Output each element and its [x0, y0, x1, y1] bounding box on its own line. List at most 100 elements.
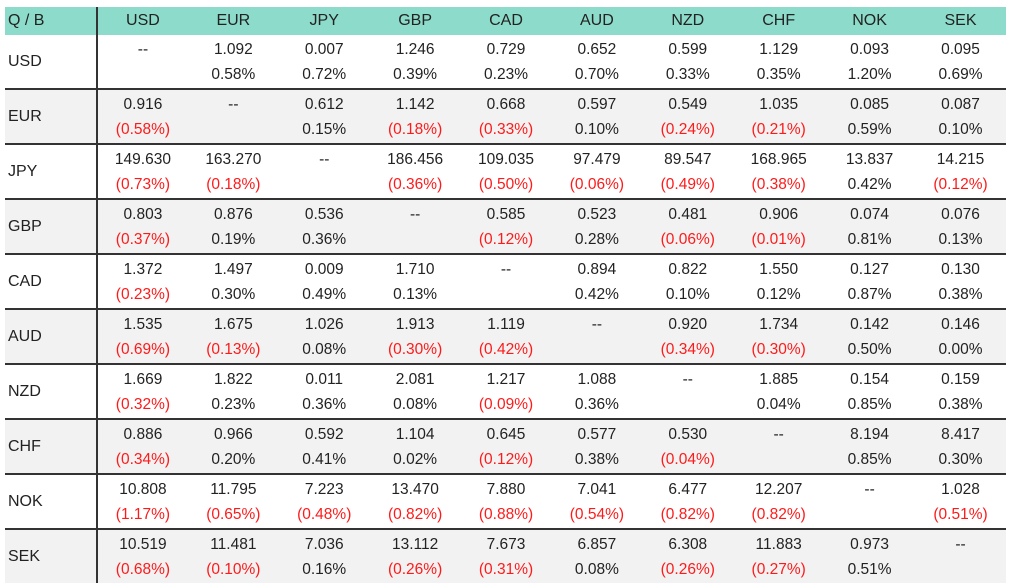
rate-value: --	[591, 316, 603, 333]
change-value: (0.54%)	[569, 506, 625, 523]
rate-cell: 0.523 0.28%	[551, 199, 643, 255]
rate-cell: 1.550 0.12%	[733, 254, 825, 310]
change-value: 0.42%	[847, 176, 892, 193]
table-row: EUR 0.916 (0.58%) -- 0.612 0.15% 1.142 (0.18%) 0…	[5, 89, 1006, 145]
rate-value: 0.585	[486, 206, 526, 223]
rate-cell: --	[915, 529, 1006, 583]
change-value: (0.36%)	[387, 176, 443, 193]
change-value: (0.21%)	[751, 121, 806, 138]
rate-value: 7.036	[304, 536, 344, 553]
change-value: 0.23%	[484, 66, 528, 83]
change-value: (0.23%)	[115, 286, 171, 303]
change-value: 0.85%	[847, 451, 892, 468]
rate-cell: 0.585 (0.12%)	[460, 199, 552, 255]
column-header-eur: EUR	[187, 7, 279, 35]
rate-cell: 0.130 0.38%	[915, 254, 1006, 310]
rate-cell: --	[551, 309, 643, 365]
rate-cell: 6.857 0.08%	[551, 529, 643, 583]
rate-value: 0.645	[486, 426, 526, 443]
column-header-nok: NOK	[824, 7, 916, 35]
rate-value: --	[228, 96, 239, 113]
rate-value: --	[137, 41, 149, 58]
row-header: CHF	[5, 419, 98, 475]
rate-cell: 1.913 (0.30%)	[369, 309, 461, 365]
rate-value: 0.549	[668, 96, 708, 113]
rate-value: 10.519	[119, 536, 167, 553]
change-value	[370, 229, 461, 251]
change-value: 0.08%	[302, 341, 347, 358]
rate-cell: --	[369, 199, 461, 255]
rate-value: 0.592	[304, 426, 344, 443]
rate-value: 0.536	[304, 206, 344, 223]
change-value: 0.13%	[938, 231, 983, 248]
rate-cell: 1.734 (0.30%)	[733, 309, 825, 365]
rate-cell: --	[733, 419, 825, 475]
rate-cell: 1.142 (0.18%)	[369, 89, 461, 145]
rate-cell: 1.088 0.36%	[551, 364, 643, 420]
row-header: NOK	[5, 474, 98, 530]
rate-value: 0.093	[850, 41, 889, 58]
change-value: 0.36%	[302, 396, 347, 413]
rate-cell: 0.876 0.19%	[187, 199, 279, 255]
rate-cell: --	[460, 254, 552, 310]
column-header-jpy: JPY	[278, 7, 370, 35]
change-value: 0.10%	[938, 121, 983, 138]
rate-value: 1.822	[213, 371, 253, 388]
rate-value: 1.710	[395, 261, 435, 278]
rate-value: --	[682, 371, 693, 388]
change-value	[733, 449, 824, 471]
rate-value: 1.535	[123, 316, 163, 333]
rate-cell: 14.215 (0.12%)	[915, 144, 1006, 200]
row-header: JPY	[5, 144, 98, 200]
change-value: (1.17%)	[115, 506, 171, 523]
column-header-usd: USD	[97, 7, 188, 35]
change-value	[824, 504, 915, 526]
rate-value: 0.481	[668, 206, 708, 223]
rate-cell: 7.673 (0.31%)	[460, 529, 552, 583]
rate-cell: 7.036 0.16%	[278, 529, 370, 583]
change-value: (0.82%)	[660, 506, 715, 523]
rate-cell: 1.669 (0.32%)	[97, 364, 188, 420]
rate-value: 1.246	[395, 41, 435, 58]
change-value	[461, 284, 552, 306]
rate-value: 0.087	[941, 96, 980, 113]
rate-cell: 10.519 (0.68%)	[97, 529, 188, 583]
change-value: 0.20%	[211, 451, 256, 468]
change-value: (0.09%)	[478, 396, 534, 413]
rate-cell: 8.194 0.85%	[824, 419, 916, 475]
change-value	[279, 174, 370, 196]
rate-cell: 0.577 0.38%	[551, 419, 643, 475]
rate-value: 1.092	[213, 41, 253, 58]
change-value: (0.12%)	[933, 176, 988, 193]
change-value: 0.51%	[847, 561, 892, 578]
rate-value: 1.026	[304, 316, 344, 333]
change-value	[98, 64, 188, 86]
table-row: NZD 1.669 (0.32%) 1.822 0.23% 0.011 0.36% 2.081…	[5, 364, 1006, 420]
rate-value: 0.803	[123, 206, 163, 223]
rate-value: 8.417	[941, 426, 980, 443]
column-header-cad: CAD	[460, 7, 552, 35]
rate-cell: 0.011 0.36%	[278, 364, 370, 420]
change-value: (0.65%)	[206, 506, 261, 523]
change-value: (0.42%)	[478, 341, 534, 358]
rate-cell: 109.035 (0.50%)	[460, 144, 552, 200]
change-value: 0.72%	[302, 66, 347, 83]
change-value: 0.49%	[302, 286, 347, 303]
rate-cell: 97.479 (0.06%)	[551, 144, 643, 200]
change-value: (0.27%)	[751, 561, 806, 578]
header-row: Q / B USD EUR JPY GBP CAD AUD NZD CHF NOK SEK	[5, 7, 1006, 35]
rate-value: 7.880	[486, 481, 526, 498]
rate-cell: 1.028 (0.51%)	[915, 474, 1006, 530]
rate-cell: 1.129 0.35%	[733, 35, 825, 90]
rate-cell: 8.417 0.30%	[915, 419, 1006, 475]
change-value: (0.31%)	[478, 561, 534, 578]
rate-cell: 89.547 (0.49%)	[642, 144, 734, 200]
change-value: 0.36%	[574, 396, 619, 413]
rate-cell: 0.530 (0.04%)	[642, 419, 734, 475]
change-value: (0.49%)	[660, 176, 715, 193]
change-value: (0.82%)	[387, 506, 443, 523]
change-value: (0.69%)	[115, 341, 171, 358]
rate-value: 0.599	[668, 41, 708, 58]
rate-cell: 0.536 0.36%	[278, 199, 370, 255]
rate-cell: 0.803 (0.37%)	[97, 199, 188, 255]
